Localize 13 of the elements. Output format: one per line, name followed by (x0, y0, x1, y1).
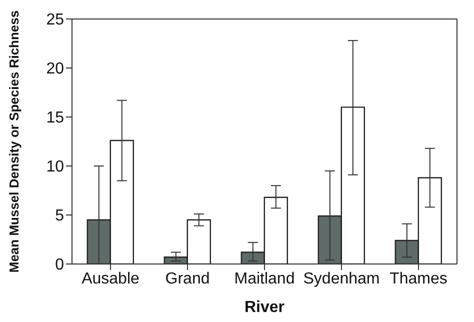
y-tick-label: 5 (55, 208, 64, 225)
x-tick-label: Ausable (82, 270, 140, 288)
y-tick-label: 15 (46, 110, 64, 127)
y-axis-title: Mean Mussel Density or Species Richness (6, 10, 22, 273)
y-tick-label: 10 (46, 158, 64, 176)
x-tick-label: Sydenham (303, 270, 380, 288)
x-tick-label: Maitland (234, 270, 295, 288)
x-axis-title: River (244, 299, 285, 316)
y-tick-label: 25 (46, 12, 64, 29)
y-tick-label: 0 (55, 256, 64, 274)
x-tick-label: Thames (390, 270, 448, 288)
y-tick-label: 20 (46, 60, 64, 78)
x-tick-label: Grand (165, 270, 210, 288)
